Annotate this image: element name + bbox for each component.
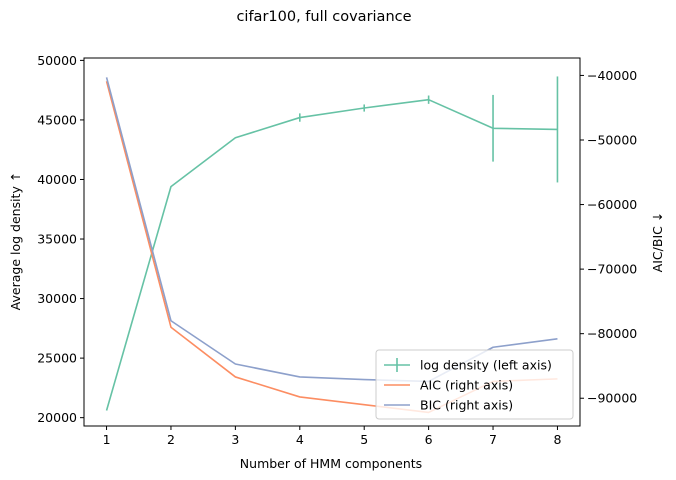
right-y-tick-label: −40000 <box>587 68 637 83</box>
plot-frame <box>83 57 581 427</box>
x-axis-label: Number of HMM components <box>240 456 422 471</box>
x-tick-label: 5 <box>360 432 368 447</box>
x-tick-label: 6 <box>425 432 433 447</box>
right-y-tick-label: −80000 <box>587 326 637 341</box>
x-tick-label: 4 <box>296 432 304 447</box>
right-y-tick-label: −70000 <box>587 262 637 277</box>
left-y-tick-label: 45000 <box>37 112 77 127</box>
left-y-tick-label: 30000 <box>37 291 77 306</box>
left-y-tick-label: 25000 <box>37 351 77 366</box>
legend-box <box>375 349 574 420</box>
left-y-tick-label: 40000 <box>37 172 77 187</box>
right-y-tick-label: −60000 <box>587 197 637 212</box>
right-y-axis: −90000 −80000 −70000 −60000 −50000 −40000 <box>580 68 637 406</box>
x-tick-label: 3 <box>231 432 239 447</box>
left-y-tick-label: 20000 <box>37 410 77 425</box>
x-tick-label: 8 <box>553 432 561 447</box>
series-line-2 <box>105 77 558 383</box>
series-line-0 <box>105 98 558 411</box>
legend-label-2: BIC (right axis) <box>420 398 513 413</box>
left-y-tick-label: 50000 <box>37 53 77 68</box>
right-axis-label: AIC/BIC ↓ <box>650 212 665 273</box>
right-y-tick-label: −50000 <box>587 132 637 147</box>
left-y-tick-label: 35000 <box>37 232 77 247</box>
right-y-tick-label: −90000 <box>587 391 637 406</box>
legend: log density (left axis) AIC (right axis) B… <box>375 349 574 420</box>
x-tick-label: 2 <box>167 432 175 447</box>
x-tick-label: 7 <box>489 432 497 447</box>
left-y-axis: 20000 25000 30000 35000 40000 45000 50000 <box>37 53 84 425</box>
left-axis-label: Average log density ↑ <box>8 172 23 311</box>
legend-label-0: log density (left axis) <box>420 358 552 373</box>
legend-label-1: AIC (right axis) <box>420 378 513 393</box>
x-tick-label: 1 <box>103 432 111 447</box>
x-axis: 1 2 3 4 5 6 7 8 <box>103 426 561 447</box>
chart-title: cifar100, full covariance <box>236 9 411 25</box>
